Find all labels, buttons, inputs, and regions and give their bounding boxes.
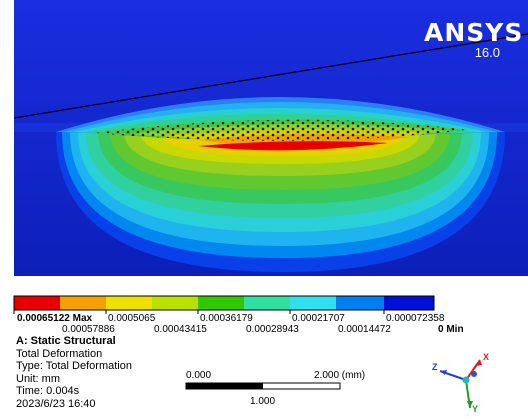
analysis-title: A: Static Structural: [16, 335, 116, 347]
result-info: A: Static Structural Total Deformation T…: [16, 335, 132, 410]
result-time: Time: 0.004s: [16, 385, 80, 397]
legend-label: 0.00057886: [62, 324, 115, 335]
legend-swatch-9: [384, 296, 434, 310]
triad-node: [471, 371, 477, 377]
legend-label: 0.0005065: [108, 313, 156, 324]
scale-mid-label: 1.000: [250, 396, 276, 407]
triad-z-label: Z: [432, 362, 438, 372]
scale-right-label: 2.000 (mm): [314, 370, 366, 381]
legend-swatch-7: [290, 296, 336, 310]
scale-bar: [185, 382, 341, 390]
logo-brand: ANSYS: [424, 18, 524, 47]
legend-label: 0.00028943: [246, 324, 299, 335]
axis-triad[interactable]: [439, 359, 482, 409]
max-deformation-zone: [198, 141, 388, 151]
legend-swatch-1: [14, 296, 60, 310]
legend-bar: [13, 295, 435, 314]
result-unit: Unit: mm: [16, 372, 60, 385]
bottom-boundary: [14, 276, 528, 278]
scale-left-label: 0.000: [186, 370, 212, 381]
legend-swatch-3: [106, 296, 152, 310]
legend-max-label: 0.00065122 Max: [17, 313, 93, 324]
logo-version: 16.0: [474, 45, 500, 60]
x-axis-line: [465, 359, 481, 381]
legend-swatch-6: [244, 296, 290, 310]
triad-y-label: Y: [472, 404, 479, 414]
top-surface: [56, 97, 505, 151]
legend-swatch-4: [152, 296, 198, 310]
ansys-logo: ANSYS 16.0: [424, 18, 524, 60]
result-type: Type: Total Deformation: [16, 360, 132, 372]
legend-min-label: 0 Min: [438, 324, 464, 335]
legend-label: 0.00036179: [200, 313, 253, 324]
legend-label: 0.00014472: [338, 324, 391, 335]
hole-pattern: [95, 119, 468, 141]
legend-swatch-5: [198, 296, 244, 310]
legend-swatch-8: [336, 296, 384, 310]
legend-swatch-2: [60, 296, 106, 310]
legend-label: 0.000072358: [386, 313, 445, 324]
result-timestamp: 2023/6/23 16:40: [16, 397, 96, 410]
result-name: Total Deformation: [16, 347, 103, 360]
legend-label: 0.00043415: [154, 324, 207, 335]
triad-origin: [462, 376, 470, 384]
triad-x-label: X: [483, 352, 490, 362]
legend-label: 0.00021707: [292, 313, 345, 324]
edge-line: [13, 33, 528, 119]
